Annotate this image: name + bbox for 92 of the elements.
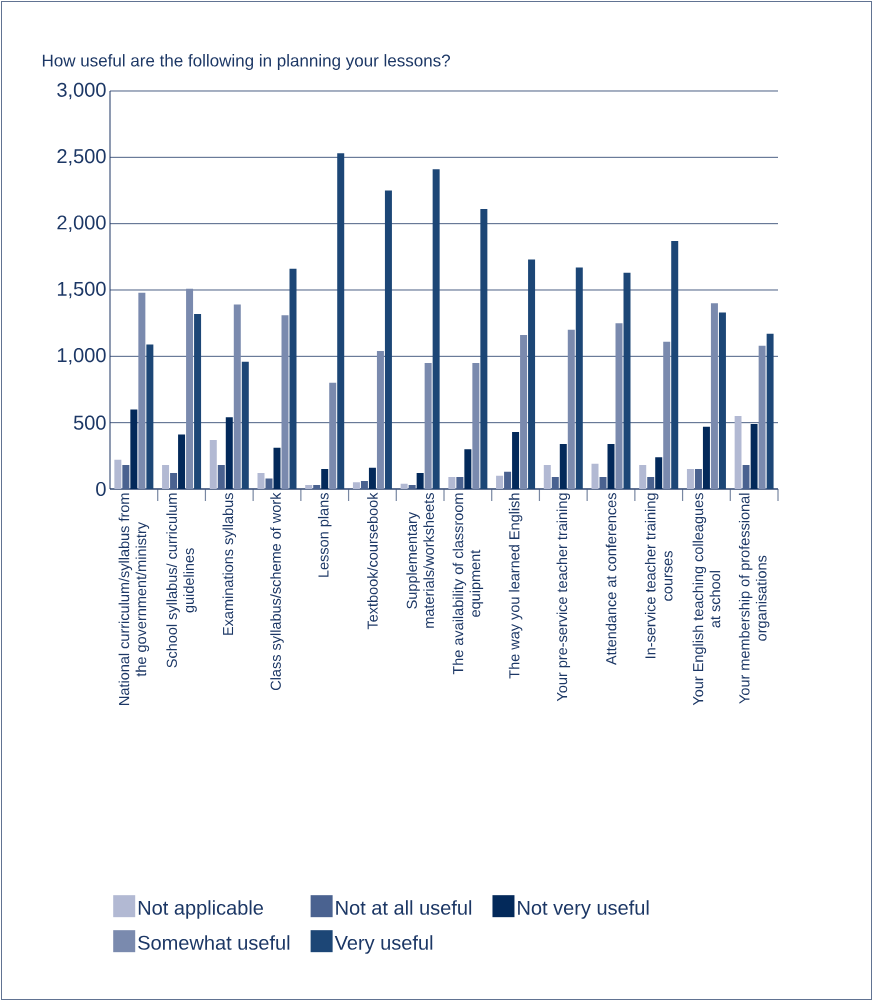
- bar: [496, 475, 504, 489]
- bar: [265, 478, 273, 489]
- x-tick-label: Lesson plans: [317, 493, 332, 577]
- bar: [432, 169, 440, 489]
- bar: [551, 477, 559, 489]
- x-tick-label: The way you learned English: [508, 493, 523, 679]
- bar: [273, 447, 281, 489]
- x-tick-label: Supplementary materials/worksheets: [406, 493, 434, 628]
- bar: [170, 473, 178, 489]
- bar: [456, 477, 464, 489]
- x-tick-label: The availability of classroom equipment: [452, 493, 484, 675]
- bar: [559, 443, 567, 489]
- bar: [368, 467, 376, 489]
- bar: [209, 439, 217, 489]
- bar: [384, 190, 392, 489]
- bar: [639, 465, 647, 489]
- legend-label: Not very useful: [518, 900, 649, 919]
- y-tick-label: 1,000: [57, 348, 106, 365]
- bar: [512, 431, 520, 489]
- y-tick-label: 1,500: [57, 281, 106, 299]
- bar: [313, 485, 321, 489]
- bar: [647, 477, 655, 489]
- bar: [162, 465, 170, 489]
- x-tick-label: School syllabus/ curriculum guidelines: [166, 493, 197, 668]
- bar: [194, 313, 202, 489]
- bar: [376, 351, 384, 489]
- bar: [663, 341, 671, 489]
- x-tick-label: Textbook/coursebook: [367, 492, 378, 630]
- bar: [178, 434, 186, 489]
- bar: [321, 469, 329, 489]
- bar: [257, 473, 265, 489]
- legend-label: Not at all useful: [336, 900, 472, 915]
- bar: [591, 463, 599, 489]
- bar: [718, 312, 726, 489]
- bar: [329, 382, 337, 489]
- bar: [671, 240, 679, 489]
- chart-title: How useful are the following in planning your lessons?: [42, 54, 450, 70]
- bar: [281, 315, 289, 489]
- bar: [520, 335, 528, 489]
- y-tick-label: 0: [96, 481, 106, 497]
- bar: [504, 471, 512, 489]
- legend-label: Somewhat useful: [138, 935, 290, 950]
- bar: [138, 292, 146, 489]
- bar: [233, 304, 241, 489]
- x-tick-label: In-service teacher training courses: [644, 493, 673, 659]
- legend-label: Very useful: [334, 935, 433, 954]
- y-tick-label: 500: [73, 415, 106, 430]
- x-tick-label: Your membership of professional organisations: [738, 493, 770, 704]
- bar: [702, 426, 710, 489]
- bar: [408, 485, 416, 489]
- bar: [305, 485, 313, 489]
- bar: [122, 465, 130, 489]
- x-tick-label: Examinations syllabus: [222, 493, 237, 635]
- bar: [186, 288, 194, 489]
- bar: [575, 267, 583, 489]
- bar: [416, 473, 424, 489]
- bar: [400, 483, 408, 489]
- x-tick-label: National curriculum/syllabus from the government/ministry: [118, 493, 150, 705]
- bar: [599, 477, 607, 489]
- bar: [289, 268, 297, 489]
- x-tick-label: Your English teaching colleagues at school: [692, 493, 721, 706]
- bar: [424, 362, 432, 489]
- bar: [543, 465, 551, 489]
- bar: [241, 361, 249, 489]
- bar: [472, 362, 480, 489]
- bar: [146, 344, 154, 489]
- bar: [615, 323, 623, 489]
- bar: [567, 329, 575, 489]
- bar: [686, 469, 694, 489]
- legend-label: Not applicable: [138, 900, 264, 919]
- bar: [225, 417, 233, 489]
- bar: [360, 481, 368, 489]
- bar: [130, 409, 138, 489]
- bar: [623, 272, 631, 489]
- bar: [655, 457, 663, 489]
- bar: [337, 153, 345, 489]
- bar: [528, 259, 536, 489]
- y-tick-label: 2,000: [57, 215, 106, 232]
- x-tick-label: Attendance at conferences: [605, 493, 617, 666]
- y-tick-label: 3,000: [57, 82, 106, 100]
- bar: [694, 469, 702, 489]
- bar: [448, 477, 456, 489]
- x-tick-label: Your pre-service teacher training: [556, 493, 571, 702]
- x-tick-label: Class syllabus/scheme of work: [270, 492, 284, 691]
- bar: [114, 459, 122, 489]
- y-tick-label: 2,500: [57, 149, 106, 166]
- bar: [480, 209, 488, 489]
- bar: [710, 303, 718, 489]
- bar: [607, 443, 615, 489]
- bar: [464, 449, 472, 489]
- bar: [217, 465, 225, 489]
- bar: [352, 482, 360, 489]
